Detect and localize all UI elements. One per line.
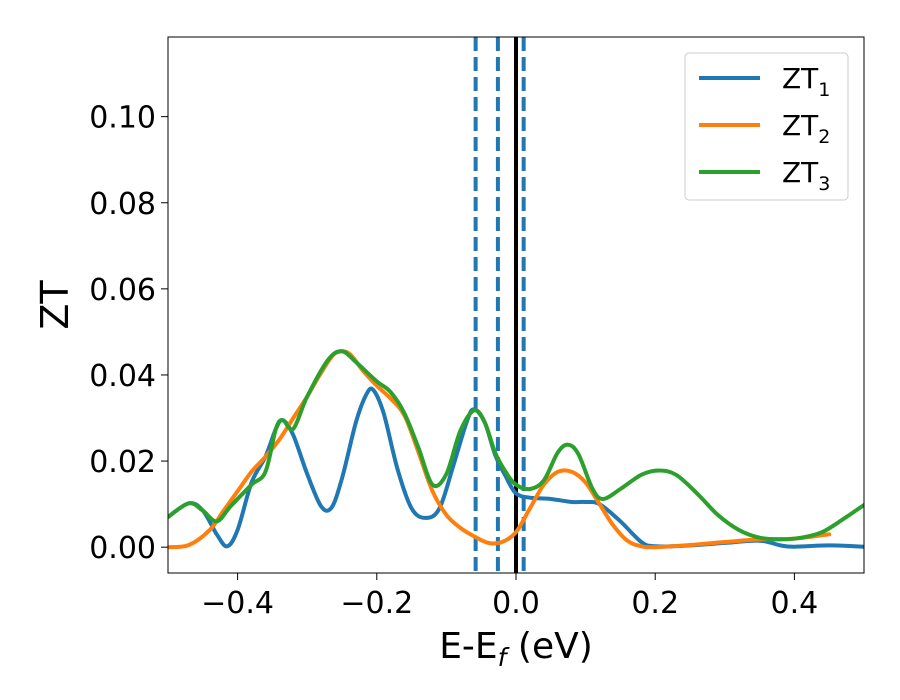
x-axis-label-unit: (eV) — [506, 626, 592, 667]
x-axis-label-main: E-E — [439, 626, 497, 667]
x-tick-label: 0.4 — [771, 586, 819, 621]
x-tick-label: −0.4 — [201, 586, 274, 621]
legend-label-3: ZT3 — [782, 156, 830, 195]
legend-label-1: ZT1 — [782, 62, 830, 101]
y-tick-label: 0.00 — [89, 531, 156, 566]
y-axis: 0.00 0.02 0.04 0.06 0.08 0.10 — [89, 101, 168, 566]
x-axis: −0.4 −0.2 0.0 0.2 0.4 — [201, 573, 818, 621]
x-tick-label: −0.2 — [340, 586, 413, 621]
y-tick-label: 0.10 — [89, 101, 156, 136]
y-tick-label: 0.04 — [89, 359, 156, 394]
x-tick-label: 0.2 — [631, 586, 679, 621]
legend-box — [684, 52, 849, 201]
series-line-3 — [168, 349, 864, 542]
y-tick-label: 0.08 — [89, 187, 156, 222]
legend-label-2: ZT2 — [782, 109, 830, 148]
y-tick-label: 0.06 — [89, 273, 156, 308]
x-axis-label: E-Ef (eV) — [439, 626, 593, 672]
legend: ZT1 ZT2 ZT3 — [684, 52, 849, 201]
x-tick-label: 0.0 — [492, 586, 540, 621]
y-tick-label: 0.02 — [89, 445, 156, 480]
series-lines — [168, 349, 864, 550]
y-axis-label: ZT — [33, 280, 77, 330]
